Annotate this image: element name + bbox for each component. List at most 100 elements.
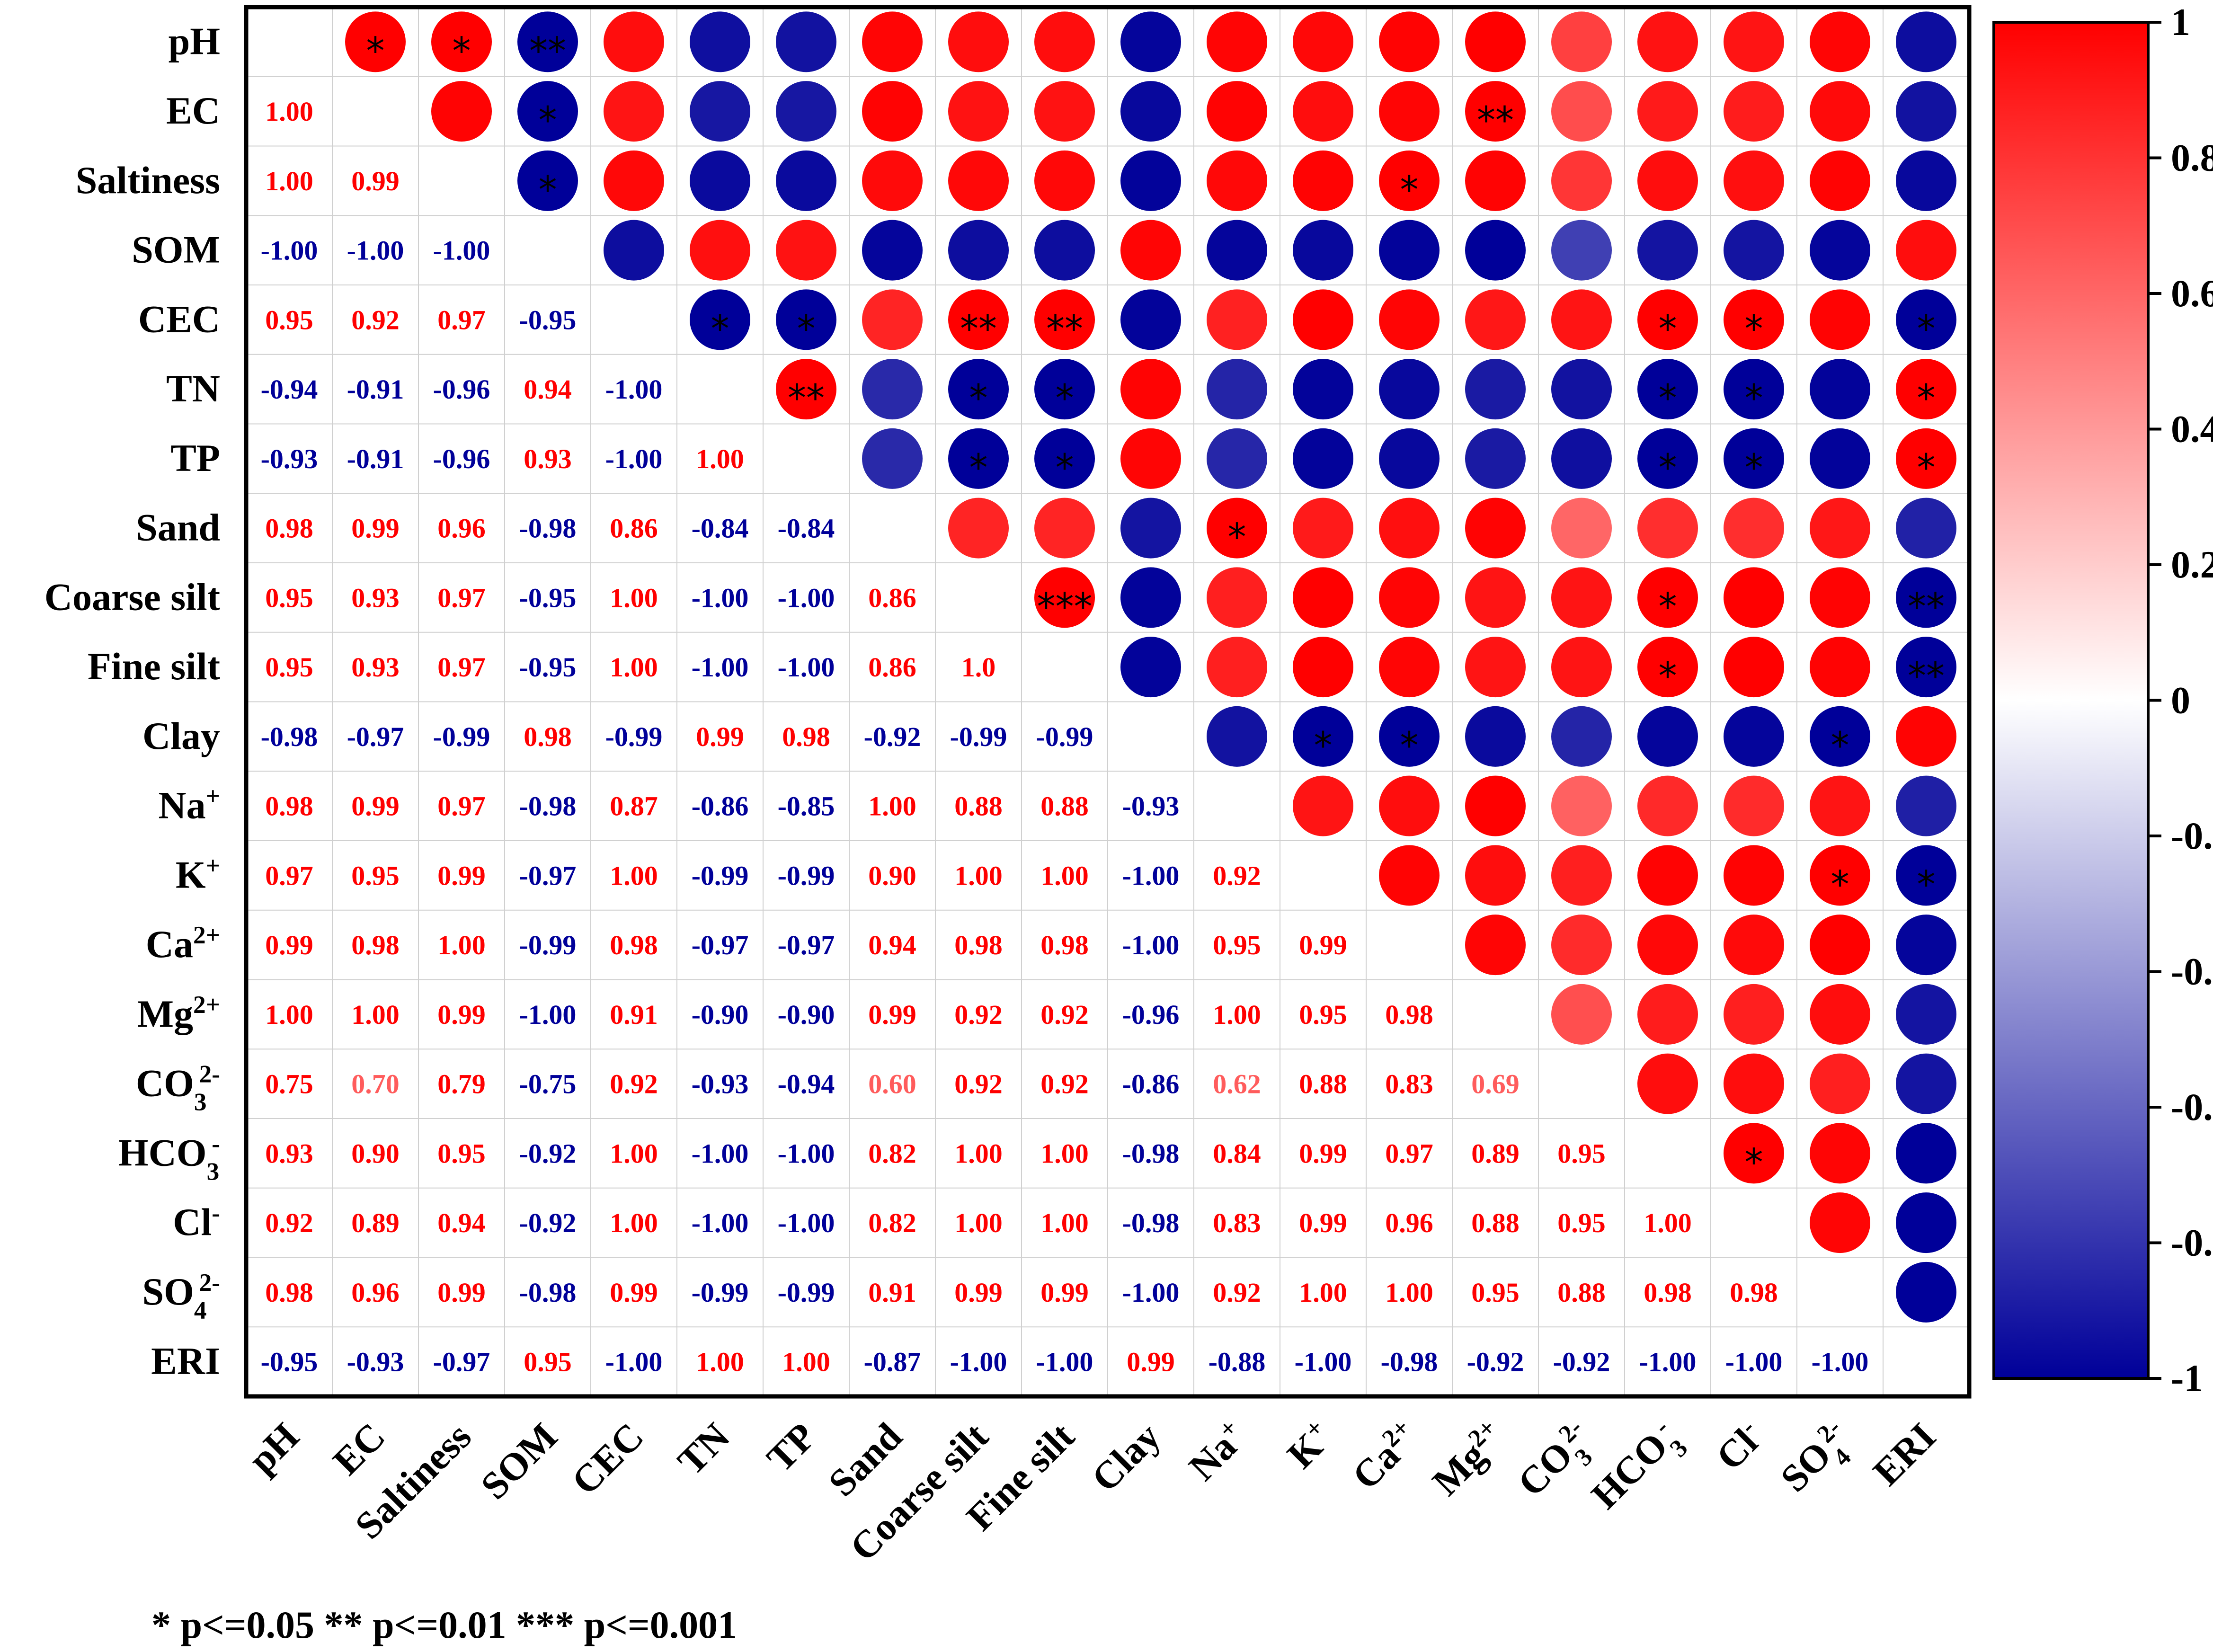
corr-circle [1637, 150, 1698, 211]
corr-value: -1.00 [519, 999, 577, 1030]
corr-value: -0.93 [1122, 791, 1180, 822]
corr-value: 0.98 [1730, 1277, 1778, 1308]
significance-star: * [711, 308, 729, 350]
corr-circle [1207, 150, 1267, 211]
corr-value: -0.88 [1209, 1347, 1266, 1377]
corr-circle [1637, 81, 1698, 142]
corr-circle [862, 220, 923, 281]
corr-value: 0.98 [1385, 999, 1433, 1030]
corr-circle [1379, 220, 1440, 281]
corr-value: -0.95 [519, 582, 577, 613]
corr-circle [776, 150, 836, 211]
corr-circle [1896, 150, 1956, 211]
corr-value: 0.93 [524, 444, 572, 474]
corr-circle [1551, 497, 1612, 559]
corr-value: 0.99 [265, 930, 313, 960]
corr-value: -0.93 [692, 1069, 749, 1100]
corr-circle [1810, 497, 1870, 559]
column-label: K+ [1278, 1413, 1341, 1476]
corr-value: -0.96 [1122, 999, 1180, 1030]
corr-value: 0.84 [1213, 1138, 1261, 1169]
corr-value: -0.99 [519, 930, 577, 960]
corr-circle [1724, 359, 1784, 420]
corr-circle [948, 81, 1009, 142]
significance-star: * [1917, 447, 1936, 489]
corr-circle [517, 150, 578, 211]
corr-value: 1.00 [696, 444, 744, 474]
corr-circle [1637, 915, 1698, 976]
corr-circle [1379, 81, 1440, 142]
corr-value: -0.84 [692, 513, 749, 544]
corr-circle [1120, 567, 1181, 628]
significance-star: * [1745, 447, 1763, 489]
corr-circle [1120, 428, 1181, 489]
corr-circle [1637, 11, 1698, 72]
corr-circle [1896, 845, 1956, 906]
corr-value: -0.87 [864, 1347, 921, 1377]
corr-value: -0.85 [778, 791, 835, 822]
corr-circle [1551, 775, 1612, 836]
corr-value: -0.99 [1036, 721, 1093, 752]
corr-value: 0.98 [954, 930, 1003, 960]
corr-circle [1120, 497, 1181, 559]
corr-value: 1.00 [868, 791, 916, 822]
row-label: EC [166, 89, 220, 132]
corr-circle [1810, 1053, 1870, 1114]
significance-star: * [1745, 377, 1763, 420]
corr-value: 0.99 [437, 860, 486, 891]
corr-circle [1724, 289, 1784, 350]
row-label: Na+ [158, 782, 220, 827]
corr-value: -1.00 [692, 582, 749, 613]
corr-circle [1810, 706, 1870, 767]
corr-value: 0.92 [1040, 999, 1089, 1030]
corr-circle [1465, 81, 1526, 142]
corr-circle [1551, 984, 1612, 1045]
corr-value: 0.94 [524, 374, 572, 405]
corr-value: 0.86 [868, 582, 916, 613]
corr-value: 0.86 [610, 513, 658, 544]
colorbar-tick-label: -1 [2171, 1357, 2203, 1400]
corr-circle [1637, 359, 1698, 420]
significance-star: * [453, 30, 471, 72]
corr-circle [1724, 706, 1784, 767]
corr-circle [1637, 497, 1698, 559]
corr-circle [776, 289, 836, 350]
corr-circle [690, 11, 750, 72]
corr-value: -0.97 [692, 930, 749, 960]
colorbar-tick-label: -0.8 [2171, 1221, 2213, 1264]
corr-circle [862, 428, 923, 489]
significance-star: ** [1046, 308, 1083, 350]
corr-circle [1724, 567, 1784, 628]
significance-star: * [1745, 1141, 1763, 1184]
column-label: TN [669, 1414, 738, 1483]
corr-value: 0.96 [351, 1277, 400, 1308]
corr-value: 0.87 [610, 791, 658, 822]
corr-circle [1293, 11, 1353, 72]
corr-circle [1465, 220, 1526, 281]
corr-circle [1034, 497, 1095, 559]
corr-value: -1.00 [1122, 860, 1180, 891]
corr-value: -0.98 [519, 513, 577, 544]
colorbar-tick-label: -0.4 [2171, 950, 2213, 993]
corr-circle [862, 289, 923, 350]
corr-value: 1.00 [1213, 999, 1261, 1030]
significance-star: * [1659, 655, 1677, 698]
corr-circle [1896, 497, 1956, 559]
corr-circle [1207, 637, 1267, 698]
corr-value: 1.00 [610, 860, 658, 891]
corr-value: 1.00 [954, 1208, 1003, 1238]
corr-value: -0.99 [692, 860, 749, 891]
row-label: Clay [142, 714, 220, 757]
corr-value: 1.00 [437, 930, 486, 960]
corr-value: 0.91 [610, 999, 658, 1030]
corr-value: 1.00 [610, 582, 658, 613]
corr-value: -0.98 [1122, 1208, 1180, 1238]
corr-circle [1896, 915, 1956, 976]
corr-circle [1724, 915, 1784, 976]
corr-value: 0.98 [265, 1277, 313, 1308]
row-label: Cl- [173, 1199, 220, 1244]
significance-star: ** [1908, 586, 1945, 628]
corr-value: 0.99 [351, 791, 400, 822]
corr-value: -0.99 [433, 721, 490, 752]
significance-star: * [797, 308, 816, 350]
